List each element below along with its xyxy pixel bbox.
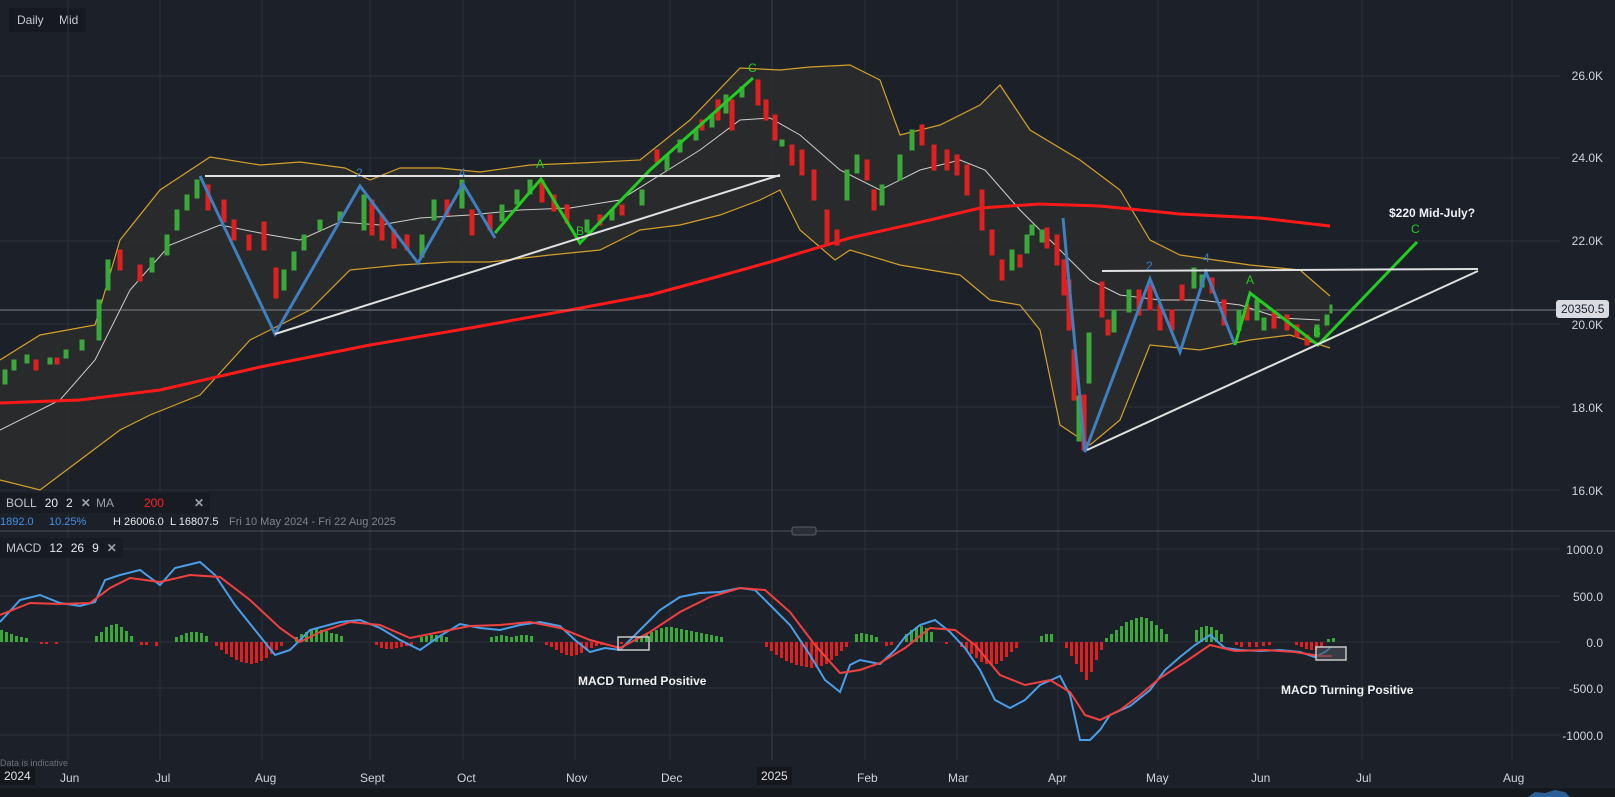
remove-boll-icon[interactable]: ✕ xyxy=(80,496,91,510)
macd-turned-box xyxy=(617,636,650,651)
ma-period: 200 xyxy=(143,496,164,510)
bollinger-middle xyxy=(0,117,1321,431)
ma-label: MA xyxy=(96,496,114,510)
month-label: Feb xyxy=(857,771,878,785)
svg-text:A: A xyxy=(536,157,544,171)
month-label: Dec xyxy=(661,771,683,785)
svg-text:4: 4 xyxy=(1203,251,1210,265)
change-value: 1892.0 xyxy=(0,516,34,528)
svg-text:2: 2 xyxy=(1146,259,1153,273)
elliott-impulse-2024 xyxy=(198,175,497,338)
year-label-2024: 2024 xyxy=(0,767,35,785)
bollinger-band-fill xyxy=(0,65,1330,490)
macd-legend[interactable]: MACD 12 26 9 ✕ xyxy=(0,538,123,558)
wave-labels: 2 4 A B C 2 4 A B C xyxy=(356,61,1420,339)
candlesticks xyxy=(2,79,1333,451)
macd-tick: 1000.0 xyxy=(1566,543,1603,557)
macd-turning-annotation: MACD Turning Positive xyxy=(1281,683,1414,697)
month-label: Oct xyxy=(457,771,476,785)
high-value: H 26006.0 xyxy=(113,516,164,528)
month-label: Apr xyxy=(1048,771,1067,785)
macd-signal: 9 xyxy=(92,541,99,555)
svg-text:B: B xyxy=(576,224,584,238)
month-label: Jun xyxy=(1251,771,1271,785)
bollinger-lower xyxy=(0,189,1331,491)
elliott-corrective-2024 xyxy=(493,76,754,246)
bollinger-upper xyxy=(0,64,1331,361)
month-label: Sept xyxy=(360,771,385,785)
month-label: May xyxy=(1146,771,1169,785)
navigator-minimap xyxy=(1528,790,1570,797)
disclaimer: Data is indicative xyxy=(0,758,69,768)
boll-legend[interactable]: BOLL 20 2 ✕ xyxy=(0,493,97,513)
svg-text:A: A xyxy=(1246,273,1254,287)
price-tick: 22.0K xyxy=(1571,234,1603,248)
price-type-button[interactable]: Mid xyxy=(51,8,87,32)
svg-text:4: 4 xyxy=(459,166,466,180)
current-price-tag: 20350.5 xyxy=(1556,300,1610,318)
macd-line xyxy=(0,560,1331,741)
month-label: Nov xyxy=(566,771,588,785)
macd-tick: -500.0 xyxy=(1568,682,1603,696)
svg-text:B: B xyxy=(1313,325,1321,339)
svg-text:C: C xyxy=(1411,222,1420,236)
ma-legend[interactable]: MA 200 ✕ xyxy=(90,493,210,513)
remove-ma-icon[interactable]: ✕ xyxy=(193,496,204,510)
month-label: Jul xyxy=(1356,771,1372,785)
month-label: Jul xyxy=(155,771,171,785)
month-label: Mar xyxy=(948,771,969,785)
macd-turned-annotation: MACD Turned Positive xyxy=(578,674,707,688)
boll-label: BOLL xyxy=(6,496,37,510)
price-tick: 18.0K xyxy=(1571,401,1603,415)
macd-fast: 12 xyxy=(49,541,63,555)
stats-row: 1892.0 10.25% H 26006.0 L 16807.5 Fri 10… xyxy=(0,516,396,528)
price-tick: 26.0K xyxy=(1571,69,1603,83)
interval-button[interactable]: Daily xyxy=(9,8,52,32)
month-label: Aug xyxy=(255,771,277,785)
macd-histogram xyxy=(0,617,1335,680)
pane-resize-handle[interactable] xyxy=(791,526,817,536)
price-tick: 24.0K xyxy=(1571,151,1603,165)
macd-tick: 0.0 xyxy=(1586,636,1603,650)
macd-slow: 26 xyxy=(70,541,85,555)
remove-macd-icon[interactable]: ✕ xyxy=(106,541,117,555)
macd-tick: 500.0 xyxy=(1572,590,1603,604)
date-range: Fri 10 May 2024 - Fri 22 Aug 2025 xyxy=(229,516,396,528)
elliott-impulse-2025 xyxy=(1061,217,1237,453)
price-tick: 20.0K xyxy=(1571,318,1603,332)
month-label: Aug xyxy=(1503,771,1525,785)
boll-period: 20 xyxy=(44,496,59,510)
ma200-line xyxy=(0,202,1331,405)
year-label-2025: 2025 xyxy=(757,767,792,785)
elliott-corrective-2025 xyxy=(1233,240,1419,348)
macd-turning-box xyxy=(1315,646,1347,661)
target-annotation: $220 Mid-July? xyxy=(1389,206,1476,220)
svg-text:C: C xyxy=(748,61,757,75)
month-label: Jun xyxy=(60,771,80,785)
macd-tick: -1000.0 xyxy=(1562,729,1603,743)
macd-label: MACD xyxy=(6,541,42,555)
low-value: L 16807.5 xyxy=(170,516,219,528)
boll-stddev: 2 xyxy=(66,496,73,510)
price-tick: 16.0K xyxy=(1571,484,1603,498)
svg-text:2: 2 xyxy=(356,166,363,180)
signal-line xyxy=(0,573,1332,722)
change-percent: 10.25% xyxy=(49,516,87,528)
